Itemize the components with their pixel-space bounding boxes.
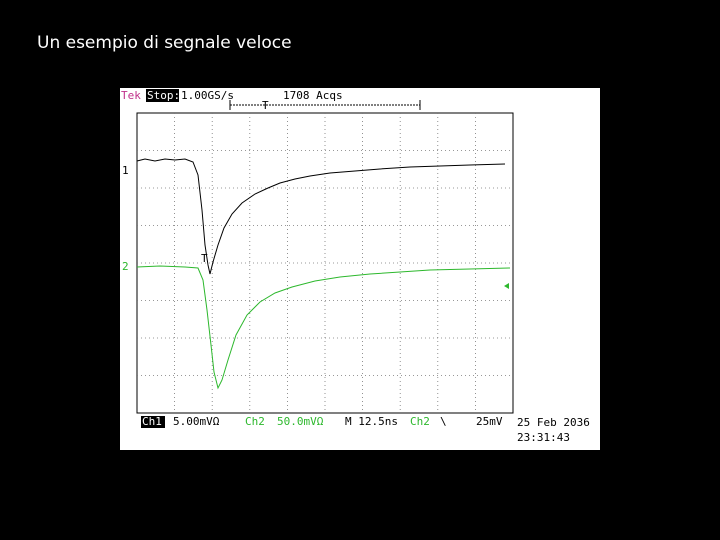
trigger-source: Ch2 bbox=[410, 415, 430, 428]
ch1-label-box bbox=[141, 416, 165, 428]
state: Stop: bbox=[147, 89, 180, 102]
brand: Tek bbox=[121, 89, 141, 102]
date: 25 Feb 2036 bbox=[517, 416, 590, 429]
ch1-marker: 1 bbox=[122, 164, 129, 177]
sample-rate: 1.00GS/s bbox=[181, 89, 234, 102]
time: 23:31:43 bbox=[517, 431, 570, 444]
ch1-scale: 5.00mVΩ bbox=[173, 415, 220, 428]
oscilloscope-screenshot: Tek Stop: 1.00GS/s 1708 Acqs T 1 2 T Ch1… bbox=[120, 88, 600, 450]
trigger-position: T bbox=[262, 99, 269, 112]
ch2-trace bbox=[136, 265, 511, 390]
acquisitions: 1708 Acqs bbox=[283, 89, 343, 102]
scope-background bbox=[120, 88, 600, 450]
trigger-slope: \ bbox=[440, 415, 447, 428]
graticule bbox=[137, 113, 513, 413]
ch1-label: Ch1 bbox=[142, 415, 162, 428]
slide-title: Un esempio di segnale veloce bbox=[37, 33, 292, 53]
ch2-scale: 50.0mVΩ bbox=[277, 415, 324, 428]
trigger-point: T bbox=[201, 252, 208, 265]
ch2-marker: 2 bbox=[122, 260, 129, 273]
ch2-label: Ch2 bbox=[245, 415, 265, 428]
state-box bbox=[146, 89, 179, 102]
timebase: M 12.5ns bbox=[345, 415, 398, 428]
trigger-level-marker bbox=[504, 283, 509, 289]
ch1-trace bbox=[136, 158, 506, 275]
trigger-level: 25mV bbox=[476, 415, 503, 428]
